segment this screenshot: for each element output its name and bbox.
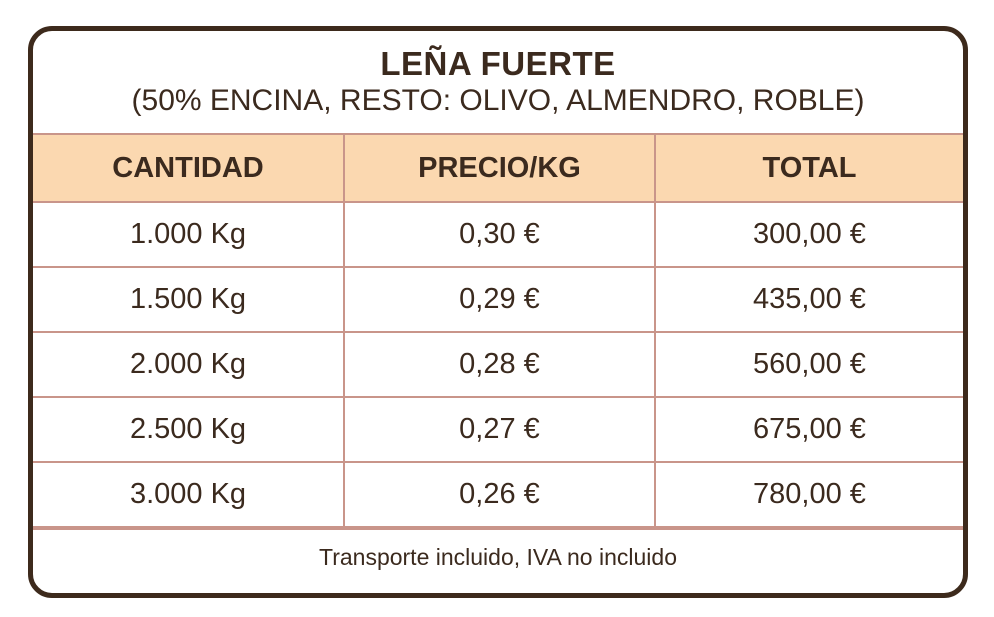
page-title: LEÑA FUERTE — [380, 45, 616, 82]
cell-total: 560,00 € — [654, 331, 963, 398]
table-row: 1.000 Kg 0,30 € 300,00 € — [33, 201, 963, 268]
column-header-row: CANTIDAD PRECIO/KG TOTAL — [33, 133, 963, 203]
cell-cantidad: 2.500 Kg — [33, 396, 345, 463]
table-header: LEÑA FUERTE (50% ENCINA, RESTO: OLIVO, A… — [33, 31, 963, 133]
price-table-card: LEÑA FUERTE (50% ENCINA, RESTO: OLIVO, A… — [28, 26, 968, 598]
cell-total: 780,00 € — [654, 461, 963, 528]
page-subtitle: (50% ENCINA, RESTO: OLIVO, ALMENDRO, ROB… — [131, 84, 865, 117]
cell-precio-kg: 0,27 € — [343, 396, 656, 463]
column-header-precio-kg: PRECIO/KG — [343, 133, 656, 203]
column-header-total: TOTAL — [654, 133, 963, 203]
cell-precio-kg: 0,29 € — [343, 266, 656, 333]
column-header-cantidad: CANTIDAD — [33, 133, 345, 203]
cell-precio-kg: 0,28 € — [343, 331, 656, 398]
cell-cantidad: 1.500 Kg — [33, 266, 345, 333]
table-row: 2.000 Kg 0,28 € 560,00 € — [33, 331, 963, 398]
table-row: 3.000 Kg 0,26 € 780,00 € — [33, 461, 963, 528]
footer-note: Transporte incluido, IVA no incluido — [33, 528, 963, 584]
table-row: 2.500 Kg 0,27 € 675,00 € — [33, 396, 963, 463]
cell-total: 675,00 € — [654, 396, 963, 463]
cell-total: 300,00 € — [654, 201, 963, 268]
cell-cantidad: 2.000 Kg — [33, 331, 345, 398]
table-row: 1.500 Kg 0,29 € 435,00 € — [33, 266, 963, 333]
cell-cantidad: 1.000 Kg — [33, 201, 345, 268]
cell-precio-kg: 0,30 € — [343, 201, 656, 268]
cell-precio-kg: 0,26 € — [343, 461, 656, 528]
cell-cantidad: 3.000 Kg — [33, 461, 345, 528]
price-table: CANTIDAD PRECIO/KG TOTAL 1.000 Kg 0,30 €… — [33, 133, 963, 528]
cell-total: 435,00 € — [654, 266, 963, 333]
